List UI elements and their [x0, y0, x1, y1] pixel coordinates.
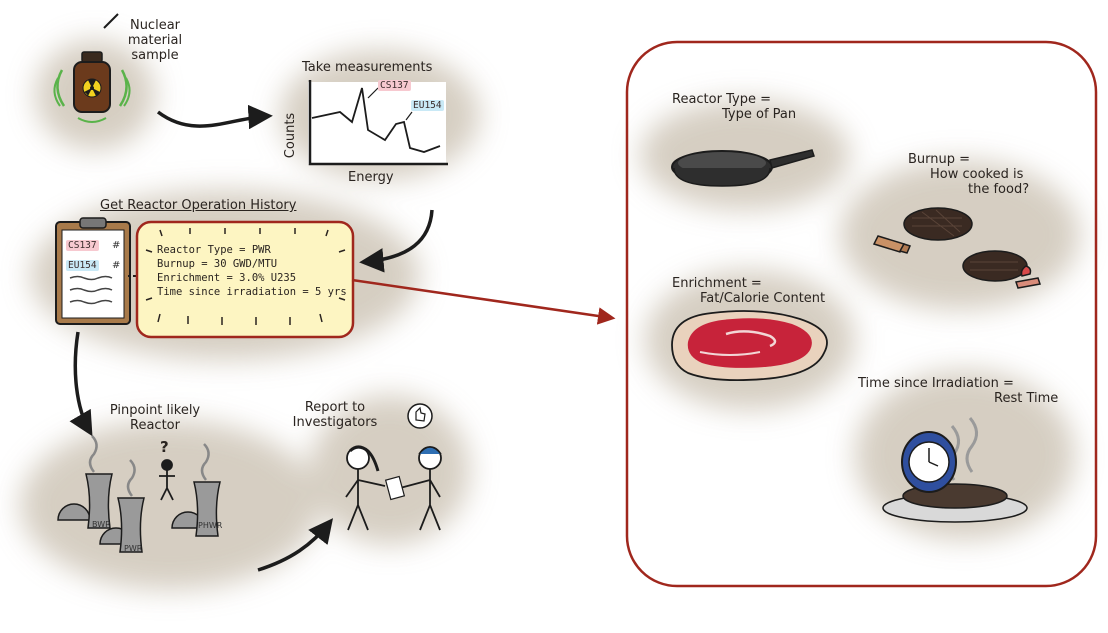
- report-label: Report to Investigators: [292, 400, 378, 430]
- report-figures-icon: [345, 403, 442, 531]
- operation-history-list: Reactor Type = PWR Burnup = 30 GWD/MTU E…: [157, 243, 347, 299]
- arrow-measure-to-history: [359, 209, 434, 273]
- reactor-bwr-label: BWR: [92, 520, 111, 529]
- sample-label: Nuclear material sample: [127, 18, 183, 63]
- history-line-time-since: Time since irradiation = 5 yrs: [157, 286, 347, 298]
- history-line-enrichment: Enrichment = 3.0% U235: [157, 272, 297, 284]
- clipboard-eu154: EU154: [66, 260, 99, 271]
- peak-cs137-tag: CS137: [378, 80, 411, 91]
- clipboard-icon: [55, 217, 131, 325]
- clipboard-eu154-value: #: [112, 260, 121, 271]
- cooked-steaks-icon: [872, 207, 1041, 289]
- analogy-time-since: Time since Irradiation = Rest Time: [858, 376, 1059, 406]
- spectrum-plot: [308, 80, 448, 166]
- reactor-pwr-label: PWR: [124, 544, 143, 553]
- highlight-rays: [145, 228, 346, 325]
- analogy-reactor-type: Reactor Type = Type of Pan: [672, 92, 797, 122]
- history-title: Get Reactor Operation History: [100, 198, 297, 213]
- raw-steak-icon: [671, 310, 828, 382]
- arrow-history-to-pinpoint: [69, 331, 93, 437]
- history-line-burnup: Burnup = 30 GWD/MTU: [157, 258, 278, 270]
- question-mark: ?: [160, 438, 169, 456]
- analogy-panel: [625, 40, 1098, 588]
- arrow-sample-to-measure: [156, 104, 273, 130]
- axis-x-label: Energy: [348, 170, 394, 185]
- analogy-enrichment: Enrichment = Fat/Calorie Content: [672, 276, 826, 306]
- arrow-pinpoint-to-report: [257, 518, 334, 572]
- frying-pan-icon: [671, 149, 815, 187]
- clipboard-cs137-value: #: [112, 240, 121, 251]
- timer-resting-steak-icon: [882, 417, 1028, 523]
- history-line-reactor-type: Reactor Type = PWR: [157, 244, 271, 256]
- clipboard-cs137: CS137: [66, 240, 99, 251]
- investigator-figure-icon: [159, 459, 175, 501]
- reactor-group-icon: [57, 435, 221, 553]
- arrow-to-analogy-panel: [351, 278, 616, 325]
- peak-eu154-tag: EU154: [411, 100, 444, 111]
- sample-jar-icon: [53, 13, 131, 123]
- reactor-phwr-label: PHWR: [198, 521, 223, 530]
- analogy-burnup: Burnup = How cooked is the food?: [908, 152, 1030, 197]
- axis-y-label: Counts: [283, 112, 299, 159]
- measure-title: Take measurements: [302, 60, 433, 75]
- pinpoint-label: Pinpoint likely Reactor: [109, 403, 201, 433]
